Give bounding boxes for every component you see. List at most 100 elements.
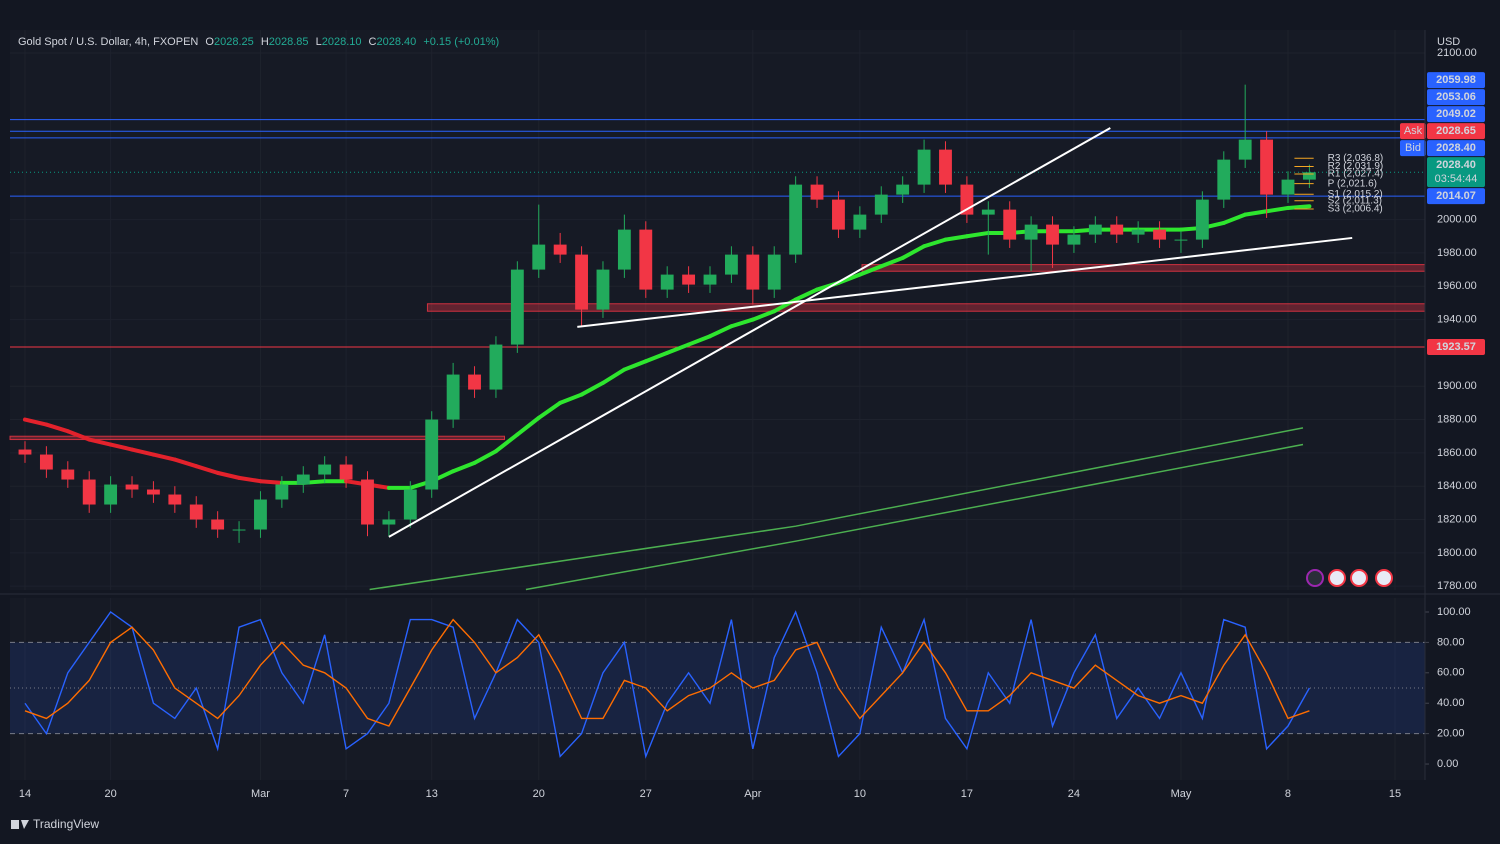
candle-body <box>147 489 160 495</box>
ema-segment <box>451 460 477 474</box>
candle-body <box>917 149 931 185</box>
x-tick-label: 7 <box>343 788 349 800</box>
candle-body <box>1046 224 1059 245</box>
x-tick-label: 10 <box>854 788 866 800</box>
candle-body <box>211 519 225 530</box>
legend: Gold Spot / U.S. Dollar, 4h, FXOPEN O202… <box>18 36 499 48</box>
ema-segment <box>1221 212 1248 225</box>
pivot-label: S2 (2,011.3) <box>1328 195 1382 206</box>
candle-body <box>254 499 267 530</box>
x-tick-label: Mar <box>251 788 270 800</box>
price-tag-label: 2028.40 <box>1436 159 1476 171</box>
price-tag <box>1427 188 1485 205</box>
ema-segment <box>493 432 520 454</box>
candle-body <box>639 229 653 290</box>
pivot-label: S1 (2,015.2) <box>1328 189 1383 200</box>
candle-body <box>168 494 182 505</box>
ema-segment <box>237 475 263 484</box>
ema-segment <box>708 324 734 339</box>
price-tag <box>1427 338 1485 355</box>
ema-segment <box>258 479 284 485</box>
change: +0.15 (+0.01%) <box>423 36 499 48</box>
y-tick-label: 2000.00 <box>1437 214 1477 226</box>
price-tag-label: 2028.40 <box>1436 142 1476 154</box>
c-value: 2028.40 <box>377 36 417 48</box>
candle-body <box>425 419 439 490</box>
ema-segment <box>215 470 242 480</box>
candle-body <box>853 214 867 230</box>
stoch-line <box>24 610 1311 759</box>
icon <box>1375 569 1393 587</box>
candle-body <box>660 274 674 290</box>
y-tick-label: 1880.00 <box>1437 413 1477 425</box>
ema-segment <box>44 422 70 434</box>
ema-segment <box>964 230 991 239</box>
logo-shape <box>21 820 29 829</box>
price-tag-label: 2028.65 <box>1436 125 1476 137</box>
candle-body <box>724 254 738 275</box>
candle-body <box>896 184 910 195</box>
ema-segment <box>857 264 884 277</box>
candle-body <box>553 244 567 255</box>
ema-segment <box>1243 209 1269 217</box>
candle-body <box>296 474 310 485</box>
long-ma <box>369 427 1304 591</box>
h-value: 2028.85 <box>269 36 309 48</box>
candle-body <box>318 464 332 475</box>
candle-body <box>1153 229 1166 240</box>
y-tick-label: 1800.00 <box>1437 547 1477 559</box>
zone <box>861 264 1426 272</box>
y-tick-label: 2100.00 <box>1437 47 1477 59</box>
candle-body <box>746 254 760 290</box>
c-label: C <box>369 36 377 48</box>
side-tag <box>1400 140 1426 157</box>
currency: USD <box>1437 36 1460 48</box>
icon <box>1328 569 1346 587</box>
pivot-label: P (2,021.6) <box>1328 178 1377 189</box>
x-tick-label: 27 <box>640 788 652 800</box>
candle-body <box>125 484 139 490</box>
x-tick-label: 14 <box>19 788 31 800</box>
price-tag <box>1427 157 1485 188</box>
ema-segment <box>172 457 199 469</box>
x-tick-label: 20 <box>104 788 116 800</box>
pivot-label: S3 (2,006.4) <box>1328 204 1383 215</box>
ema-segment <box>108 442 135 452</box>
candle-body <box>1024 224 1038 240</box>
candle-body <box>189 504 203 520</box>
logo-shape <box>11 820 19 829</box>
ema-segment <box>87 437 113 447</box>
candle-body <box>61 469 75 480</box>
candle-body <box>617 229 631 270</box>
icon <box>1306 569 1324 587</box>
ema-segment <box>65 429 92 442</box>
candle-body <box>832 199 845 230</box>
y-tick-label: 1820.00 <box>1437 513 1477 525</box>
ema-segment <box>922 237 948 249</box>
candle-body <box>575 254 588 310</box>
ema-segment <box>622 359 648 372</box>
ema-segment <box>665 342 691 355</box>
ema-segment <box>579 380 605 397</box>
price-tag-label: 2014.07 <box>1436 190 1476 202</box>
candle-body <box>275 484 289 500</box>
candle-body <box>446 374 460 420</box>
candle-body <box>703 274 717 285</box>
y-tick-label: 100.00 <box>1437 606 1471 618</box>
price-tag-label: 2053.06 <box>1436 91 1476 103</box>
ema-segment <box>1264 205 1290 214</box>
ema-segment <box>686 334 713 347</box>
trendline <box>577 236 1353 328</box>
candle-body <box>1195 199 1209 240</box>
price-tag <box>1427 72 1485 89</box>
candle-body <box>767 254 781 290</box>
candle-body <box>939 149 952 185</box>
y-tick-label: 1780.00 <box>1437 580 1477 592</box>
countdown: 03:54:44 <box>1435 173 1478 185</box>
o-label: O <box>205 36 214 48</box>
trendline <box>388 127 1111 538</box>
candle-body <box>403 489 417 520</box>
ema-segment <box>22 417 49 427</box>
o-value: 2028.25 <box>214 36 254 48</box>
ema-segment <box>793 287 820 302</box>
